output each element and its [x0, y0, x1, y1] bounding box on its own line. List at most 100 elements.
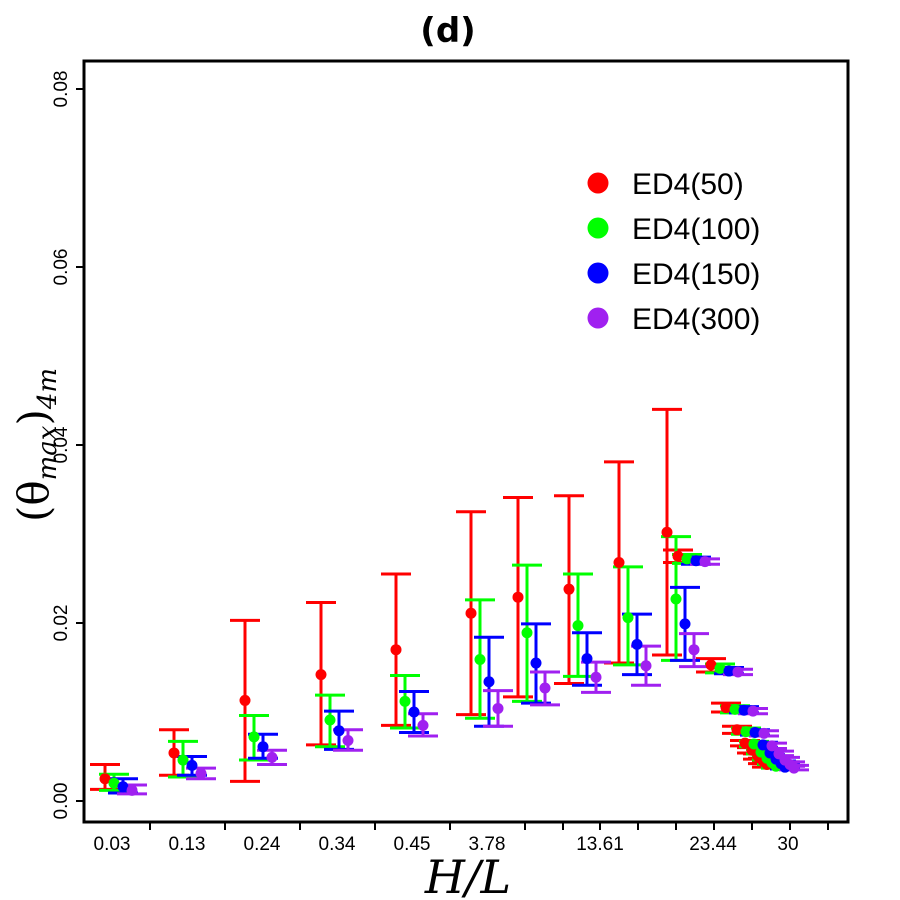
data-point — [315, 669, 327, 681]
legend-marker — [587, 172, 609, 194]
legend-marker — [587, 307, 609, 329]
y-axis-title-sub-4m: 4m — [33, 368, 63, 410]
legend-item: ED4(150) — [587, 258, 760, 291]
y-axis: 0.00 0.02 0.04 0.06 0.08 — [51, 71, 84, 820]
legend-item: ED4(50) — [587, 168, 744, 201]
data-point — [512, 591, 524, 603]
data-point — [622, 612, 634, 624]
data-point — [720, 702, 732, 714]
legend-marker — [587, 217, 609, 239]
chart-title: (d) — [420, 11, 475, 51]
data-point — [740, 726, 752, 738]
legend-label: ED4(300) — [632, 303, 760, 336]
y-tick-label: 0.04 — [51, 426, 72, 463]
data-point — [126, 784, 138, 796]
data-point — [670, 593, 682, 605]
data-point — [465, 607, 477, 619]
plot-frame — [82, 59, 850, 824]
data-point — [266, 751, 278, 763]
y-axis-title-close: ) — [9, 409, 58, 425]
x-tick-label: 0.13 — [169, 834, 206, 855]
data-point — [474, 653, 486, 665]
data-point — [681, 553, 693, 565]
data-point — [324, 714, 336, 726]
data-point — [631, 638, 643, 650]
data-point — [739, 737, 751, 749]
x-tick-label: 13.61 — [576, 834, 624, 855]
data-point — [483, 676, 495, 688]
y-tick-label: 0.06 — [51, 249, 72, 286]
x-tick-label: 23.44 — [689, 834, 737, 855]
x-tick-label: 30 — [777, 834, 798, 855]
legend-label: ED4(150) — [632, 258, 760, 291]
data-point — [661, 526, 673, 538]
data-point — [408, 706, 420, 718]
legend-item: ED4(300) — [587, 303, 760, 336]
data-point — [690, 555, 702, 567]
data-point — [177, 754, 189, 766]
data-point — [117, 781, 129, 793]
x-tick-label: 0.24 — [244, 834, 281, 855]
x-axis: 0.03 0.13 0.24 0.34 0.45 3.78 13.61 23.44 30 — [94, 822, 829, 855]
data-point — [766, 740, 778, 752]
y-tick-label: 0.00 — [51, 783, 72, 820]
data-point — [168, 747, 180, 759]
data-point — [590, 671, 602, 683]
data-point — [688, 644, 700, 656]
y-axis-title: (θmax)4m — [9, 368, 63, 522]
data-points-layer — [99, 526, 800, 796]
legend-marker — [587, 262, 609, 284]
data-point — [723, 665, 735, 677]
data-point — [747, 705, 759, 717]
y-tick-label: 0.02 — [51, 605, 72, 642]
data-point — [417, 719, 429, 731]
error-bars-layer — [90, 407, 809, 796]
y-axis-title-main: (θ — [9, 480, 58, 522]
data-point — [679, 618, 691, 630]
data-point — [333, 725, 345, 737]
data-point — [257, 741, 269, 753]
data-point — [248, 731, 260, 743]
legend-label: ED4(100) — [632, 213, 760, 246]
data-point — [572, 620, 584, 632]
data-point — [563, 583, 575, 595]
data-point — [699, 556, 711, 568]
data-point — [738, 704, 750, 716]
data-point — [195, 767, 207, 779]
y-tick-label: 0.08 — [51, 71, 72, 108]
x-tick-label: 0.45 — [394, 834, 431, 855]
x-tick-label: 3.78 — [469, 834, 506, 855]
x-axis-title: H/L — [424, 850, 511, 900]
data-point — [672, 550, 684, 562]
x-tick-label: 0.34 — [319, 834, 356, 855]
y-axis-title-sub-max: max — [33, 425, 63, 480]
data-point — [748, 738, 760, 750]
data-point — [530, 657, 542, 669]
legend: ED4(50) ED4(100) ED4(150) ED4(300) — [587, 168, 760, 336]
data-point — [342, 734, 354, 746]
data-point — [521, 627, 533, 639]
data-point — [749, 726, 761, 738]
data-point — [788, 762, 800, 774]
data-point — [399, 695, 411, 707]
data-point — [539, 682, 551, 694]
data-point — [99, 773, 111, 785]
data-point — [732, 666, 744, 678]
data-point — [613, 556, 625, 568]
legend-item: ED4(100) — [587, 213, 760, 246]
data-point — [108, 777, 120, 789]
data-point — [390, 644, 402, 656]
data-point — [492, 702, 504, 714]
data-point — [757, 739, 769, 751]
data-point — [758, 727, 770, 739]
data-point — [729, 703, 741, 715]
data-point — [186, 759, 198, 771]
x-tick-label: 0.03 — [94, 834, 131, 855]
data-point — [239, 694, 251, 706]
data-point — [705, 659, 717, 671]
data-point — [714, 662, 726, 674]
data-point — [731, 724, 743, 736]
data-point — [640, 660, 652, 672]
data-point — [581, 653, 593, 665]
